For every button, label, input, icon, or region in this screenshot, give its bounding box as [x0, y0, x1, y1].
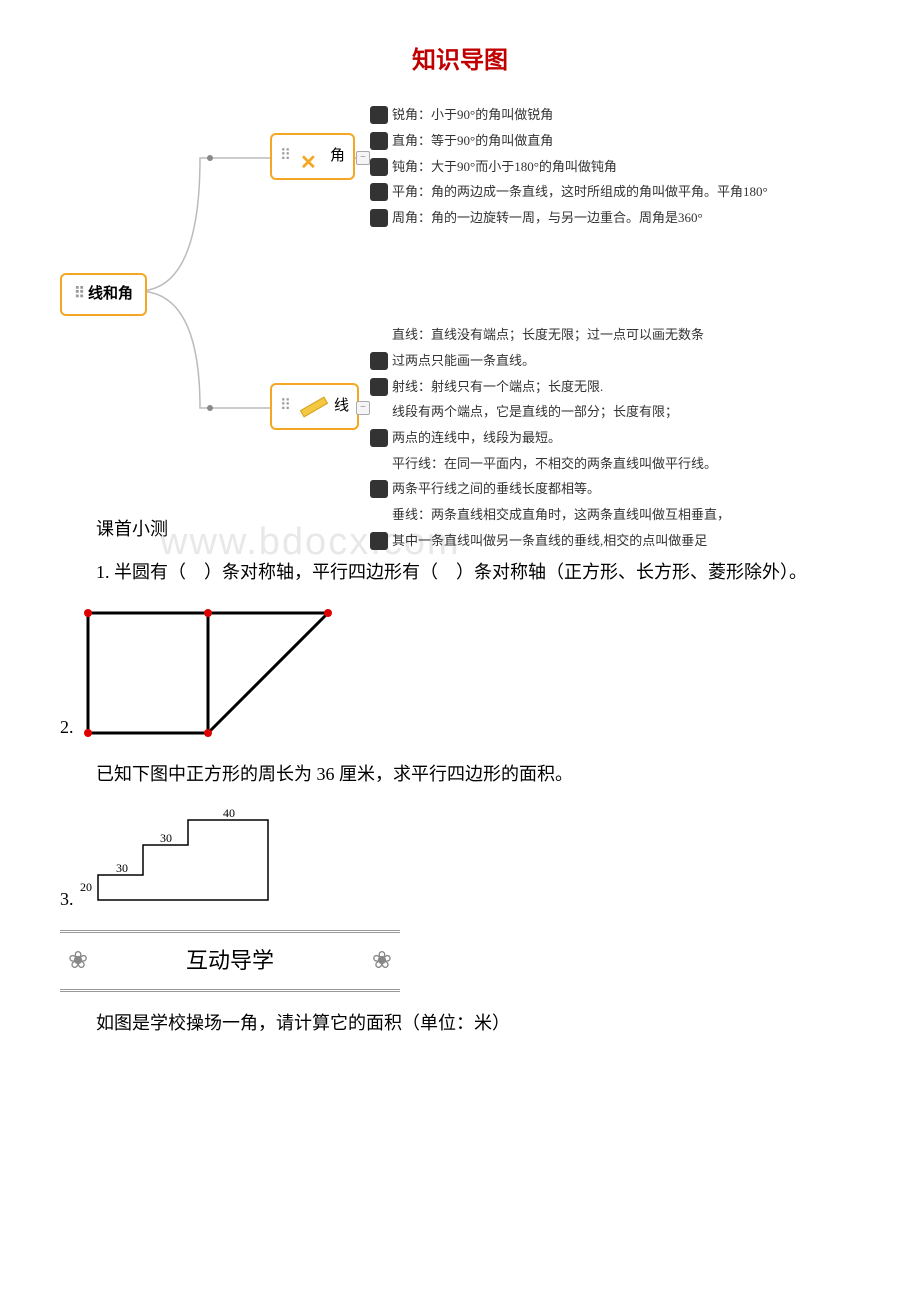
q3-number: 3. — [60, 883, 74, 915]
question-last: 如图是学校操场一角，请计算它的面积（单位：米） — [60, 1007, 860, 1039]
leaf-text: 过两点只能画一条直线。 — [392, 349, 535, 374]
root-label: 线和角 — [88, 286, 133, 302]
leaf-text: 钝角：大于90°而小于180°的角叫做钝角 — [392, 155, 617, 180]
label-20: 20 — [80, 880, 92, 894]
line-node: ⠿ 线 — [270, 383, 359, 430]
page-title: 知识导图 — [60, 40, 860, 83]
badge-1: 1 — [370, 352, 388, 370]
root-node: ⠿线和角 — [60, 273, 147, 316]
section-divider-box: 互动导学 — [60, 930, 400, 992]
quiz-heading: 课首小测 — [60, 513, 860, 545]
leaf-text: 锐角：小于90°的角叫做锐角 — [392, 103, 553, 128]
angle-leaves: 1锐角：小于90°的角叫做锐角 2直角：等于90°的角叫做直角 3钝角：大于90… — [370, 103, 768, 231]
label-40: 40 — [223, 806, 235, 820]
figure-2-row: 2. — [60, 603, 860, 743]
dots-icon: ⠿ — [280, 393, 290, 420]
badge-3: 3 — [370, 158, 388, 176]
leaf-pre: 平行线：在同一平面内，不相交的两条直线叫做平行线。 — [392, 452, 717, 477]
mindmap-diagram: ⠿线和角 ⠿ 角 − ⠿ 线 − 1锐角：小于90°的角叫做锐角 2直角：等于9… — [60, 103, 860, 483]
l-shape-figure: 40 30 30 20 — [78, 805, 278, 915]
question-1: 1. 半圆有（ ）条对称轴，平行四边形有（ ）条对称轴（正方形、长方形、菱形除外… — [60, 556, 860, 588]
parallelogram-figure — [78, 603, 338, 743]
leaf-text: 周角：角的一边旋转一周，与另一边重合。周角是360° — [392, 206, 703, 231]
line-label: 线 — [334, 393, 349, 420]
badge-5: 5 — [370, 209, 388, 227]
q2-number: 2. — [60, 711, 74, 743]
badge-3: 3 — [370, 429, 388, 447]
angle-label: 角 — [330, 143, 345, 170]
ruler-icon — [300, 396, 328, 417]
dots-icon: ⠿ — [74, 281, 84, 308]
leaf-text: 两点的连线中，线段为最短。 — [392, 426, 561, 451]
figure-3-row: 3. 40 30 30 20 — [60, 805, 860, 915]
badge-4: 4 — [370, 480, 388, 498]
dots-icon: ⠿ — [280, 143, 290, 170]
leaf-text: 两条平行线之间的垂线长度都相等。 — [392, 477, 600, 502]
collapse-icon[interactable]: − — [356, 151, 370, 165]
leaf-pre: 直线：直线没有端点；长度无限；过一点可以画无数条 — [392, 323, 704, 348]
leaf-pre: 线段有两个端点，它是直线的一部分；长度有限； — [392, 400, 678, 425]
leaf-text: 平角：角的两边成一条直线，这时所组成的角叫做平角。平角180° — [392, 180, 768, 205]
leaf-text: 直角：等于90°的角叫做直角 — [392, 129, 553, 154]
label-30: 30 — [116, 861, 128, 875]
collapse-icon[interactable]: − — [356, 401, 370, 415]
section-divider-text: 互动导学 — [186, 941, 274, 981]
angle-node: ⠿ 角 — [270, 133, 355, 180]
question-2-text: 已知下图中正方形的周长为 36 厘米，求平行四边形的面积。 — [60, 758, 860, 790]
badge-2: 2 — [370, 132, 388, 150]
label-30: 30 — [160, 831, 172, 845]
badge-2: 2 — [370, 378, 388, 396]
leaf-text: 射线：射线只有一个端点；长度无限. — [392, 375, 603, 400]
badge-1: 1 — [370, 106, 388, 124]
badge-4: 4 — [370, 183, 388, 201]
tools-icon — [300, 145, 324, 169]
